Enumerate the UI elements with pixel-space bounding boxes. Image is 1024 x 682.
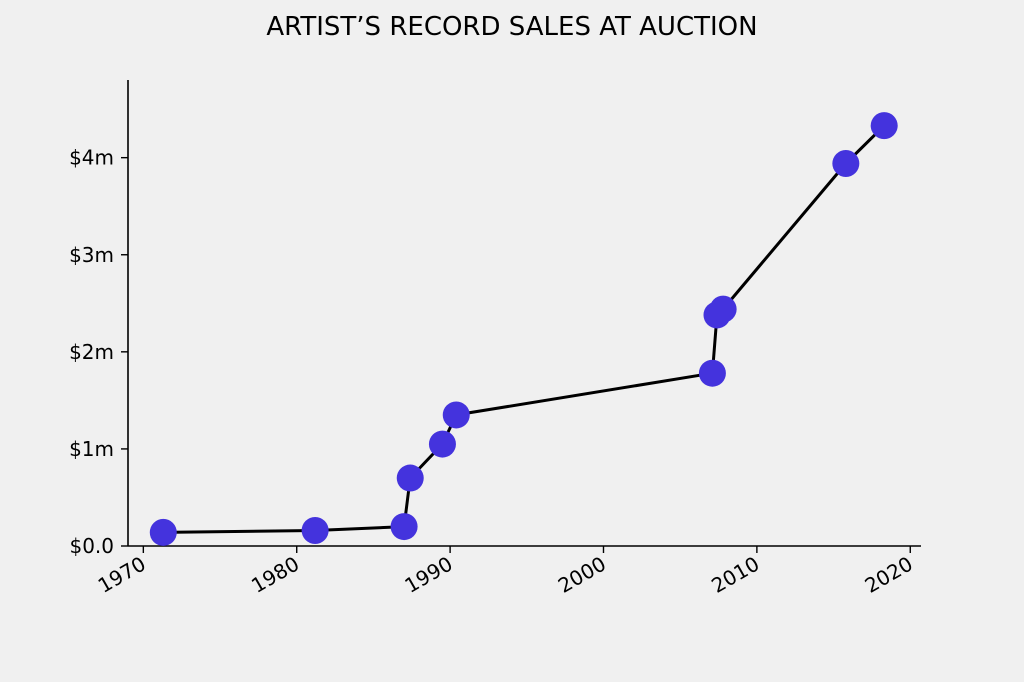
x-tick-label: 1980 bbox=[247, 552, 303, 598]
y-tick-label: $4m bbox=[69, 146, 114, 170]
data-point bbox=[870, 112, 898, 140]
y-tick-label: $3m bbox=[69, 243, 114, 267]
data-point bbox=[698, 359, 726, 387]
data-points-group bbox=[149, 112, 898, 546]
y-tick-label: $2m bbox=[69, 340, 114, 364]
data-point bbox=[390, 513, 418, 541]
data-point bbox=[428, 430, 456, 458]
series-line-group bbox=[163, 124, 886, 534]
y-tick-label: $1m bbox=[69, 437, 114, 461]
axes: $0.0 $1m $2m $3m $4m 1970 1980 1990 2000 2010 2020 bbox=[69, 80, 921, 598]
x-tick-label: 2020 bbox=[861, 552, 917, 598]
x-tick-label: 1990 bbox=[401, 552, 457, 598]
y-tick-label: $0.0 bbox=[69, 534, 114, 558]
x-tick-label: 2010 bbox=[707, 552, 763, 598]
data-point bbox=[832, 149, 860, 177]
data-point bbox=[442, 401, 470, 429]
x-tick-label: 2000 bbox=[554, 552, 610, 598]
data-point bbox=[396, 464, 424, 492]
data-point bbox=[301, 516, 329, 544]
data-point bbox=[149, 518, 177, 546]
chart-title: ARTIST’S RECORD SALES AT AUCTION bbox=[266, 12, 757, 42]
x-tick-label: 1970 bbox=[94, 552, 150, 598]
series-line bbox=[163, 124, 886, 534]
data-point bbox=[709, 295, 737, 323]
